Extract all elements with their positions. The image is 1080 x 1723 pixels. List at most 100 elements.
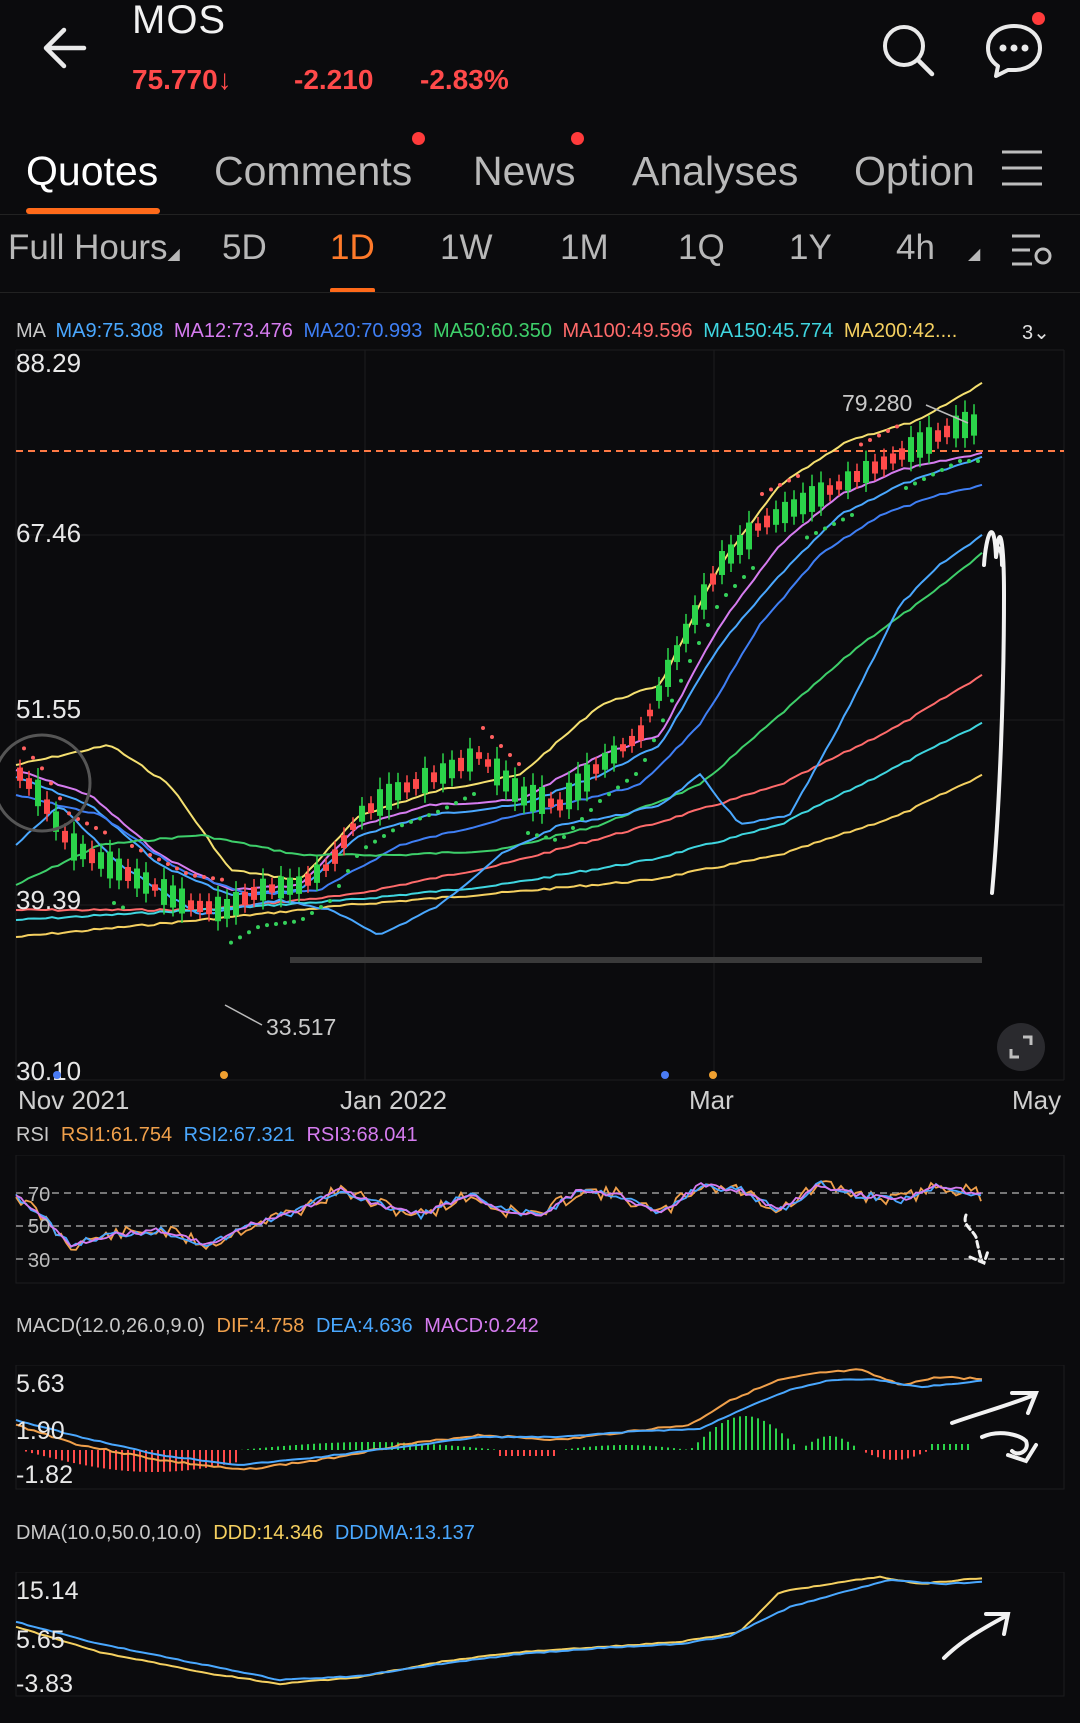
- back-arrow-icon[interactable]: [40, 18, 100, 78]
- expand-icon: [1009, 1035, 1033, 1059]
- tab-options[interactable]: Option: [854, 148, 974, 194]
- dropdown-corner-icon: ◢: [167, 246, 180, 263]
- rsi-level-30: 30: [28, 1250, 50, 1272]
- macd-tick-low: -1.82: [16, 1461, 73, 1489]
- hand-drawn-up-arrow: [950, 1391, 1039, 1425]
- y-tick-88: 88.29: [16, 348, 81, 378]
- timeframe-5d[interactable]: 5D: [222, 228, 267, 267]
- notification-dot: [1032, 12, 1045, 25]
- dma-chart[interactable]: 15.14 5.65 -3.83: [0, 1572, 1080, 1697]
- ma100-value: MA100:49.596: [562, 320, 693, 342]
- high-label: 79.280: [842, 390, 912, 416]
- timeframe-1d[interactable]: 1D: [330, 228, 375, 267]
- timeframe-1q[interactable]: 1Q: [678, 228, 725, 267]
- macd-tick-mid: 1.90: [16, 1417, 65, 1445]
- y-tick-30: 30.10: [16, 1056, 81, 1086]
- y-tick-39: 39.39: [16, 885, 81, 915]
- last-price: 75.770↓: [132, 64, 232, 95]
- macd-label: MACD(12.0,26.0,9.0): [16, 1315, 205, 1337]
- rsi-level-70: 70: [28, 1184, 50, 1206]
- macd-histogram: [25, 1416, 969, 1472]
- event-marker[interactable]: [53, 1071, 61, 1079]
- tab-news[interactable]: News: [473, 148, 576, 194]
- rsi-label: RSI: [16, 1124, 50, 1146]
- y-tick-67: 67.46: [16, 518, 81, 548]
- more-timeframes-icon[interactable]: ◢: [968, 246, 981, 263]
- dma-legend: DMA(10.0,50.0,10.0) DDD:14.346 DDDMA:13.…: [16, 1522, 475, 1545]
- event-marker[interactable]: [709, 1071, 717, 1079]
- macd-value: MACD:0.242: [424, 1315, 539, 1337]
- menu-icon[interactable]: [1000, 148, 1044, 188]
- x-tick-jan: Jan 2022: [340, 1085, 447, 1115]
- hand-drawn-down-arrow: [963, 1213, 990, 1266]
- ma-expand-toggle[interactable]: 3⌄: [1022, 322, 1050, 344]
- ma9-value: MA9:75.308: [55, 320, 164, 342]
- low-label: 33.517: [266, 1014, 336, 1040]
- timeframe-4h[interactable]: 4h: [896, 228, 935, 267]
- dma-tick-high: 15.14: [16, 1577, 79, 1605]
- dma-label: DMA(10.0,50.0,10.0): [16, 1522, 202, 1544]
- ma200-value: MA200:42....: [843, 320, 958, 342]
- fullscreen-button[interactable]: [997, 1023, 1045, 1071]
- x-tick-nov: Nov 2021: [18, 1085, 129, 1115]
- dma-lines: [15, 1575, 983, 1686]
- hand-drawn-arrow: [982, 530, 1007, 895]
- timeframe-1y[interactable]: 1Y: [789, 228, 832, 267]
- ma-label: MA: [16, 320, 45, 342]
- moving-average-lines: [15, 381, 983, 938]
- drawing-circle: [0, 733, 92, 833]
- low-leader-line: [224, 1004, 263, 1026]
- timeframe-divider: [0, 292, 1080, 293]
- ma150-value: MA150:45.774: [703, 320, 834, 342]
- rsi3-value: RSI3:68.041: [306, 1124, 418, 1146]
- macd-lines: [15, 1368, 983, 1471]
- price-grid: [15, 349, 1065, 1081]
- comments-badge-dot: [412, 132, 425, 145]
- x-tick-may: May: [1012, 1085, 1061, 1115]
- candlesticks: [17, 400, 977, 931]
- active-timeframe-indicator: [330, 288, 375, 293]
- dif-value: DIF:4.758: [216, 1315, 305, 1337]
- price-chart[interactable]: 88.29 67.46 51.55 39.39 30.10 79.280 33.…: [0, 345, 1080, 1125]
- sar-dots: [22, 424, 980, 945]
- rsi-lines: [15, 1180, 982, 1251]
- news-badge-dot: [571, 132, 584, 145]
- ddd-value: DDD:14.346: [213, 1522, 324, 1544]
- price-change-percent: -2.83%: [420, 64, 509, 95]
- tab-analyses[interactable]: Analyses: [632, 148, 799, 194]
- chart-settings-icon[interactable]: [1010, 230, 1054, 270]
- hand-drawn-up-arrow: [942, 1612, 1011, 1660]
- event-marker[interactable]: [220, 1071, 228, 1079]
- ticker-symbol: MOS: [132, 0, 227, 42]
- timeframe-1m[interactable]: 1M: [560, 228, 609, 267]
- ma50-value: MA50:60.350: [432, 320, 552, 342]
- x-tick-mar: Mar: [689, 1085, 734, 1115]
- full-hours-selector[interactable]: Full Hours◢: [8, 228, 180, 267]
- dea-value: DEA:4.636: [315, 1315, 413, 1337]
- rsi2-value: RSI2:67.321: [183, 1124, 295, 1146]
- price-change: -2.210: [294, 64, 374, 95]
- macd-tick-high: 5.63: [16, 1370, 65, 1398]
- tab-divider: [0, 214, 1080, 215]
- event-marker[interactable]: [661, 1071, 669, 1079]
- rsi-chart[interactable]: 70 50 30: [0, 1155, 1080, 1285]
- chevron-down-icon: ⌄: [1033, 322, 1050, 344]
- ma20-value: MA20:70.993: [303, 320, 423, 342]
- macd-legend: MACD(12.0,26.0,9.0) DIF:4.758 DEA:4.636 …: [16, 1315, 539, 1338]
- dma-tick-low: -3.83: [16, 1670, 73, 1697]
- hand-drawn-curl-arrow: [980, 1431, 1038, 1464]
- rsi-legend: RSI RSI1:61.754 RSI2:67.321 RSI3:68.041: [16, 1124, 418, 1147]
- ma12-value: MA12:73.476: [173, 320, 293, 342]
- timeframe-1w[interactable]: 1W: [440, 228, 493, 267]
- search-icon[interactable]: [880, 22, 936, 78]
- macd-chart[interactable]: 5.63 1.90 -1.82: [0, 1365, 1080, 1490]
- chat-icon[interactable]: [982, 18, 1046, 82]
- tab-quotes[interactable]: Quotes: [26, 148, 159, 194]
- rsi1-value: RSI1:61.754: [60, 1124, 173, 1146]
- high-leader-line: [925, 404, 969, 424]
- y-tick-51: 51.55: [16, 694, 81, 724]
- tab-comments[interactable]: Comments: [214, 148, 413, 194]
- down-arrow-icon: ↓: [217, 64, 232, 95]
- rsi-level-50: 50: [28, 1216, 50, 1238]
- ma-legend: MA MA9:75.308 MA12:73.476 MA20:70.993 MA…: [16, 320, 957, 343]
